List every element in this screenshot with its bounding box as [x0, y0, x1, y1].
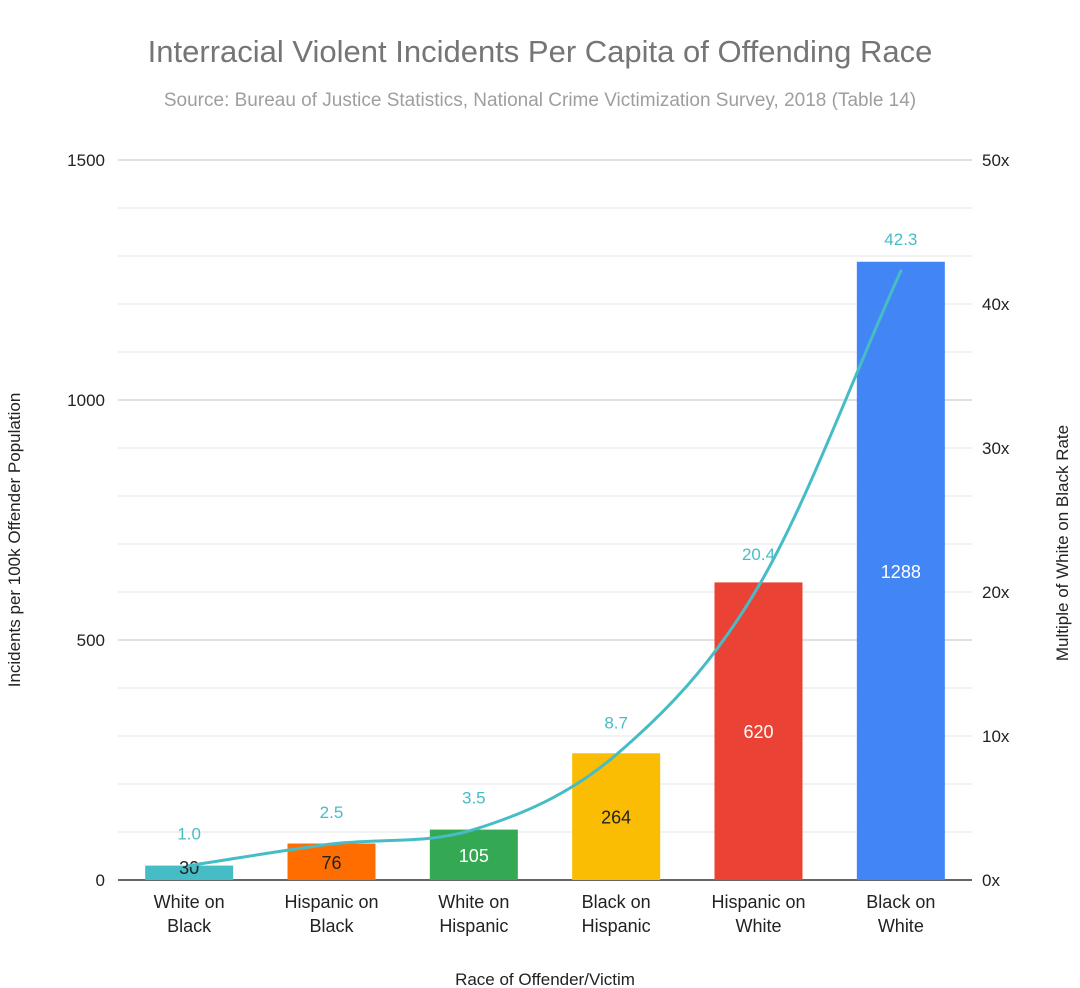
bar: [287, 843, 376, 880]
y-tick-label: 1000: [67, 391, 105, 410]
y-tick-label: 1500: [67, 151, 105, 170]
y2-tick-label: 30x: [982, 439, 1010, 458]
bar-value-label: 76: [321, 853, 341, 873]
y-tick-label: 500: [77, 631, 105, 650]
right-axis: 0x 10x 20x 30x 40x 50x: [982, 151, 1010, 890]
line-value-label: 20.4: [742, 545, 775, 564]
gridlines: [118, 159, 972, 881]
chart-title: Interracial Violent Incidents Per Capita…: [148, 34, 933, 69]
x-tick-label: White on Black: [154, 892, 225, 936]
bar: [429, 829, 518, 880]
bar-value-label: 620: [743, 722, 773, 742]
x-tick-label: White on Hispanic: [438, 892, 509, 936]
x-tick-label: Hispanic on White: [711, 892, 805, 936]
y2-axis-title: Multiple of White on Black Rate: [1053, 425, 1072, 661]
bar-value-label: 105: [459, 846, 489, 866]
left-axis: 0 500 1000 1500: [67, 151, 105, 890]
bar-labels: 30 76 105 264 620 1288: [179, 562, 921, 878]
x-axis: White on Black Hispanic on Black White on His…: [154, 892, 936, 936]
bar: [145, 865, 234, 880]
line-labels: 1.0 2.5 3.5 8.7 20.4 42.3: [177, 230, 917, 844]
x-axis-title: Race of Offender/Victim: [455, 970, 635, 988]
line-value-label: 1.0: [177, 825, 201, 844]
y-axis-title: Incidents per 100k Offender Population: [5, 393, 24, 688]
chart-subtitle: Source: Bureau of Justice Statistics, Na…: [164, 90, 916, 111]
line-value-label: 2.5: [320, 803, 344, 822]
line-value-label: 3.5: [462, 789, 486, 808]
line-series: [187, 269, 903, 868]
bar-value-label: 30: [179, 858, 199, 878]
y2-tick-label: 40x: [982, 295, 1010, 314]
x-tick-label: Black on Hispanic: [582, 892, 651, 936]
y2-tick-label: 20x: [982, 583, 1010, 602]
y2-tick-label: 50x: [982, 151, 1010, 170]
bar-series: [145, 261, 945, 880]
y2-tick-label: 10x: [982, 727, 1010, 746]
y-tick-label: 0: [96, 871, 105, 890]
bar: [572, 753, 661, 880]
trend-line: [187, 269, 903, 868]
bar-value-label: 1288: [881, 562, 921, 582]
line-value-label: 8.7: [604, 714, 628, 733]
x-tick-label: Hispanic on Black: [284, 892, 378, 936]
bar-value-label: 264: [601, 808, 631, 828]
bar: [856, 261, 945, 880]
line-value-label: 42.3: [884, 230, 917, 249]
y2-tick-label: 0x: [982, 871, 1000, 890]
x-tick-label: Black on White: [866, 892, 935, 936]
